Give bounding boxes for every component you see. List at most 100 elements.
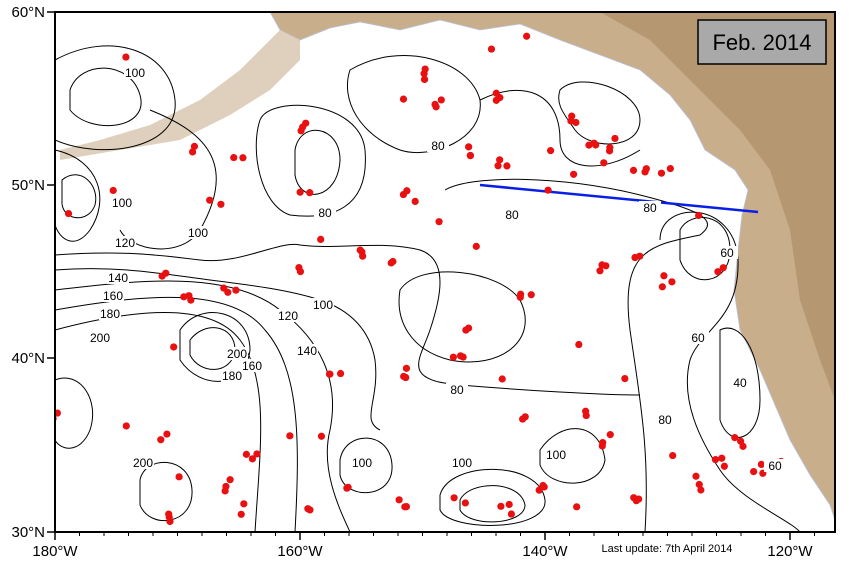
contour-label: 40 [733, 376, 747, 390]
float-dot [248, 455, 257, 463]
float-dot [399, 190, 408, 199]
float-dot [666, 164, 674, 173]
float-dot [465, 143, 473, 151]
contour-label-bg [545, 448, 567, 461]
float-dot [635, 495, 643, 503]
contour-label: 200 [227, 347, 247, 361]
float-dot [487, 45, 496, 53]
float-dot [399, 95, 408, 103]
float-dot [411, 197, 419, 205]
contour-label-bg [89, 331, 111, 344]
contour-label: 140 [108, 271, 128, 285]
contour-label: 100 [125, 66, 145, 80]
contour-label-bg [687, 331, 709, 344]
float-dot [402, 503, 411, 511]
float-dot [575, 340, 583, 349]
update-note: Last update: 7th April 2014 [602, 543, 733, 555]
float-dot [711, 456, 720, 464]
glider-track [479, 183, 759, 214]
float-dot [465, 324, 473, 332]
float-dot [395, 496, 403, 504]
float-dot [600, 159, 608, 167]
contour-labels: 1001008080100120140160180200100120140160… [89, 66, 786, 473]
contour-label-bg [729, 376, 751, 389]
contour-label-bg [501, 208, 523, 221]
float-dot [122, 53, 130, 61]
contour-label: 160 [242, 359, 262, 373]
float-dot [420, 75, 429, 84]
land-high [600, 12, 835, 400]
float-dot [492, 96, 500, 104]
float-dot [598, 442, 606, 450]
contour-label: 100 [313, 298, 333, 312]
float-dot [400, 372, 408, 381]
contour-label-bg [99, 307, 121, 320]
x-label: 180°W [32, 543, 78, 560]
contour-label: 100 [188, 226, 208, 240]
float-dot [306, 189, 314, 197]
float-dot [505, 500, 513, 509]
float-dot [621, 374, 629, 383]
float-dot [450, 494, 458, 502]
float-dot [737, 437, 745, 445]
contour-label-bg [314, 206, 336, 219]
float-dot [658, 283, 666, 291]
contour-label: 100 [352, 456, 372, 470]
float-dot [519, 415, 527, 423]
float-dot [185, 292, 193, 300]
float-dot [157, 436, 165, 444]
float-dot [190, 142, 199, 150]
float-dot [592, 141, 600, 149]
float-dot [163, 430, 171, 438]
float-dot [253, 450, 261, 458]
float-dot [296, 188, 304, 196]
contour-label: 60 [720, 246, 734, 260]
float-dot [697, 486, 705, 494]
float-dot [206, 196, 214, 204]
float-dot [230, 153, 238, 162]
float-dot [461, 499, 469, 507]
contour-label-bg [241, 359, 263, 372]
contour-label: 200 [90, 331, 110, 345]
float-dot [507, 510, 515, 518]
float-dot [296, 267, 305, 276]
float-dot [402, 364, 411, 372]
contour-label-bg [102, 289, 124, 302]
y-label: 50°N [11, 177, 45, 194]
map-frame [54, 11, 836, 533]
float-dot [170, 343, 178, 351]
contour-label-bg [277, 309, 299, 322]
contour-label: 80 [643, 201, 657, 215]
float-dot [162, 269, 170, 277]
float-dot [669, 451, 677, 460]
contour-label-bg [107, 271, 129, 284]
float-dot [544, 186, 552, 194]
float-dot [503, 162, 511, 170]
float-dot [226, 476, 234, 484]
float-dot [224, 288, 232, 296]
contour-label-bg [639, 201, 661, 214]
float-dot [636, 252, 644, 260]
contour-label-bg [716, 246, 738, 259]
contour-label-bg [427, 139, 449, 152]
float-dot [596, 267, 604, 275]
float-dot [239, 154, 247, 162]
float-dot [573, 503, 581, 511]
float-dot [660, 272, 668, 280]
contour-label-bg [221, 369, 243, 382]
float-dot [535, 486, 543, 494]
float-dot [570, 170, 578, 178]
float-dot [343, 484, 351, 492]
x-label: 140°W [522, 543, 568, 560]
float-dot [421, 65, 429, 73]
x-label: 160°W [277, 543, 323, 560]
float-dot [582, 411, 590, 420]
float-dot [523, 32, 531, 40]
contour-label: 80 [658, 413, 672, 427]
float-dot [642, 165, 650, 173]
float-dot [547, 147, 555, 155]
contour-label-bg [111, 196, 133, 209]
contour-label-bg [124, 66, 146, 79]
float-dot [695, 480, 703, 489]
